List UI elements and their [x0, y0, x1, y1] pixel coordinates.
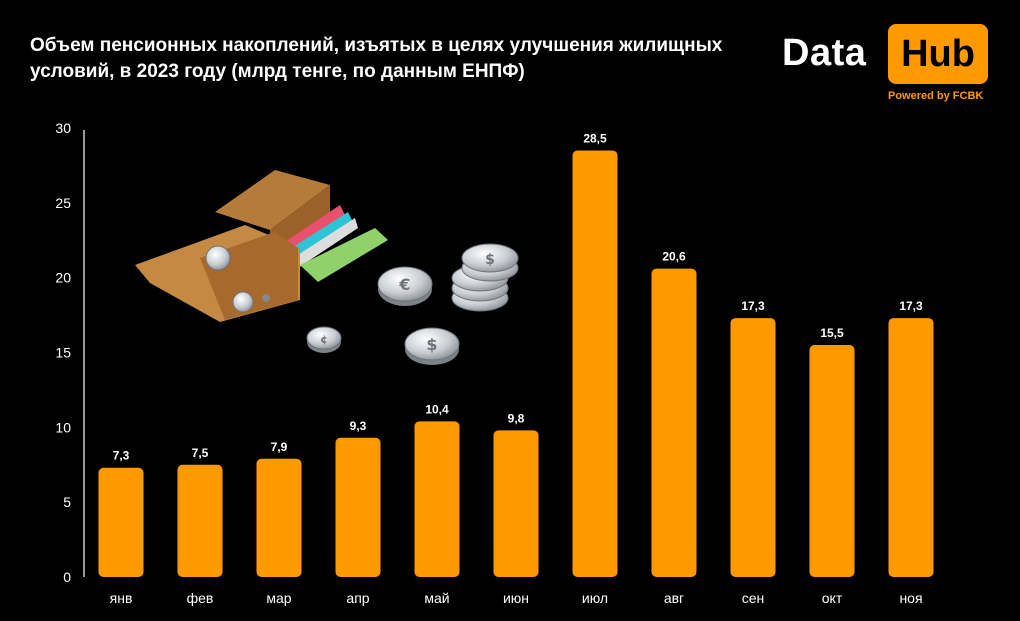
coin-icon: ¢: [306, 326, 342, 353]
logo-word-data: Data: [782, 32, 867, 74]
y-tick-label: 20: [55, 270, 71, 286]
x-tick-label: ноя: [899, 590, 922, 606]
bar-июл: [572, 150, 618, 577]
dollar-coin-icon: $: [404, 327, 460, 365]
coin-symbol: ¢: [320, 333, 328, 346]
data-label: 28,5: [583, 131, 607, 145]
x-tick-label: авг: [664, 590, 684, 606]
coin-stack-icon: $: [451, 243, 519, 312]
category-labels: янв фев мар апр май июн июл авг сен окт ноя: [110, 590, 923, 606]
data-label: 17,3: [741, 299, 765, 313]
data-label: 20,6: [662, 250, 686, 264]
y-tick-label: 0: [63, 569, 71, 585]
y-tick-label: 30: [55, 120, 71, 136]
x-tick-label: янв: [110, 590, 133, 606]
bar-апр: [335, 437, 381, 577]
bar-авг: [651, 268, 697, 577]
data-label: 9,3: [350, 419, 367, 433]
y-axis-ticks: 0 5 10 15 20 25 30: [55, 120, 71, 585]
data-label: 7,5: [192, 446, 209, 460]
coin-stack-symbol: $: [485, 252, 495, 268]
bars: [98, 150, 934, 577]
x-tick-label: мар: [266, 590, 291, 606]
euro-coin-symbol: €: [398, 275, 410, 294]
x-tick-label: сен: [742, 590, 765, 606]
logo-tagline: Powered by FCBK: [888, 90, 984, 102]
data-label: 9,8: [508, 411, 525, 425]
data-label: 7,3: [113, 449, 130, 463]
x-tick-label: июн: [503, 590, 529, 606]
y-tick-label: 5: [63, 494, 71, 510]
y-tick-label: 15: [55, 345, 71, 361]
data-label: 17,3: [899, 299, 923, 313]
bar-окт: [809, 345, 855, 577]
data-label: 7,9: [271, 440, 288, 454]
bar-сен: [730, 318, 776, 577]
x-tick-label: фев: [187, 590, 214, 606]
chart-title: Объем пенсионных накоплений, изъятых в ц…: [30, 35, 723, 82]
data-label: 15,5: [820, 326, 844, 340]
x-tick-label: окт: [822, 590, 843, 606]
bar-июн: [493, 430, 539, 577]
x-tick-label: июл: [582, 590, 608, 606]
x-tick-label: апр: [346, 590, 369, 606]
wallet-icon: [135, 170, 388, 322]
y-tick-label: 25: [55, 195, 71, 211]
bar-янв: [98, 467, 144, 577]
bar-ноя: [888, 318, 934, 577]
logo-word-hub: Hub: [888, 24, 988, 84]
value-labels: 7,3 7,5 7,9 9,3 10,4 9,8 28,5 20,6 17,3 15,5 17,3: [113, 131, 923, 462]
x-tick-label: май: [424, 590, 449, 606]
bar-фев: [177, 464, 223, 577]
euro-coin-icon: €: [377, 266, 433, 306]
datahub-logo: Data Hub Powered by FCBK: [782, 22, 994, 104]
bar-май: [414, 421, 460, 577]
dollar-coin-symbol: $: [426, 335, 437, 354]
y-tick-label: 10: [55, 419, 71, 435]
bar-мар: [256, 458, 302, 577]
data-label: 10,4: [425, 402, 449, 416]
